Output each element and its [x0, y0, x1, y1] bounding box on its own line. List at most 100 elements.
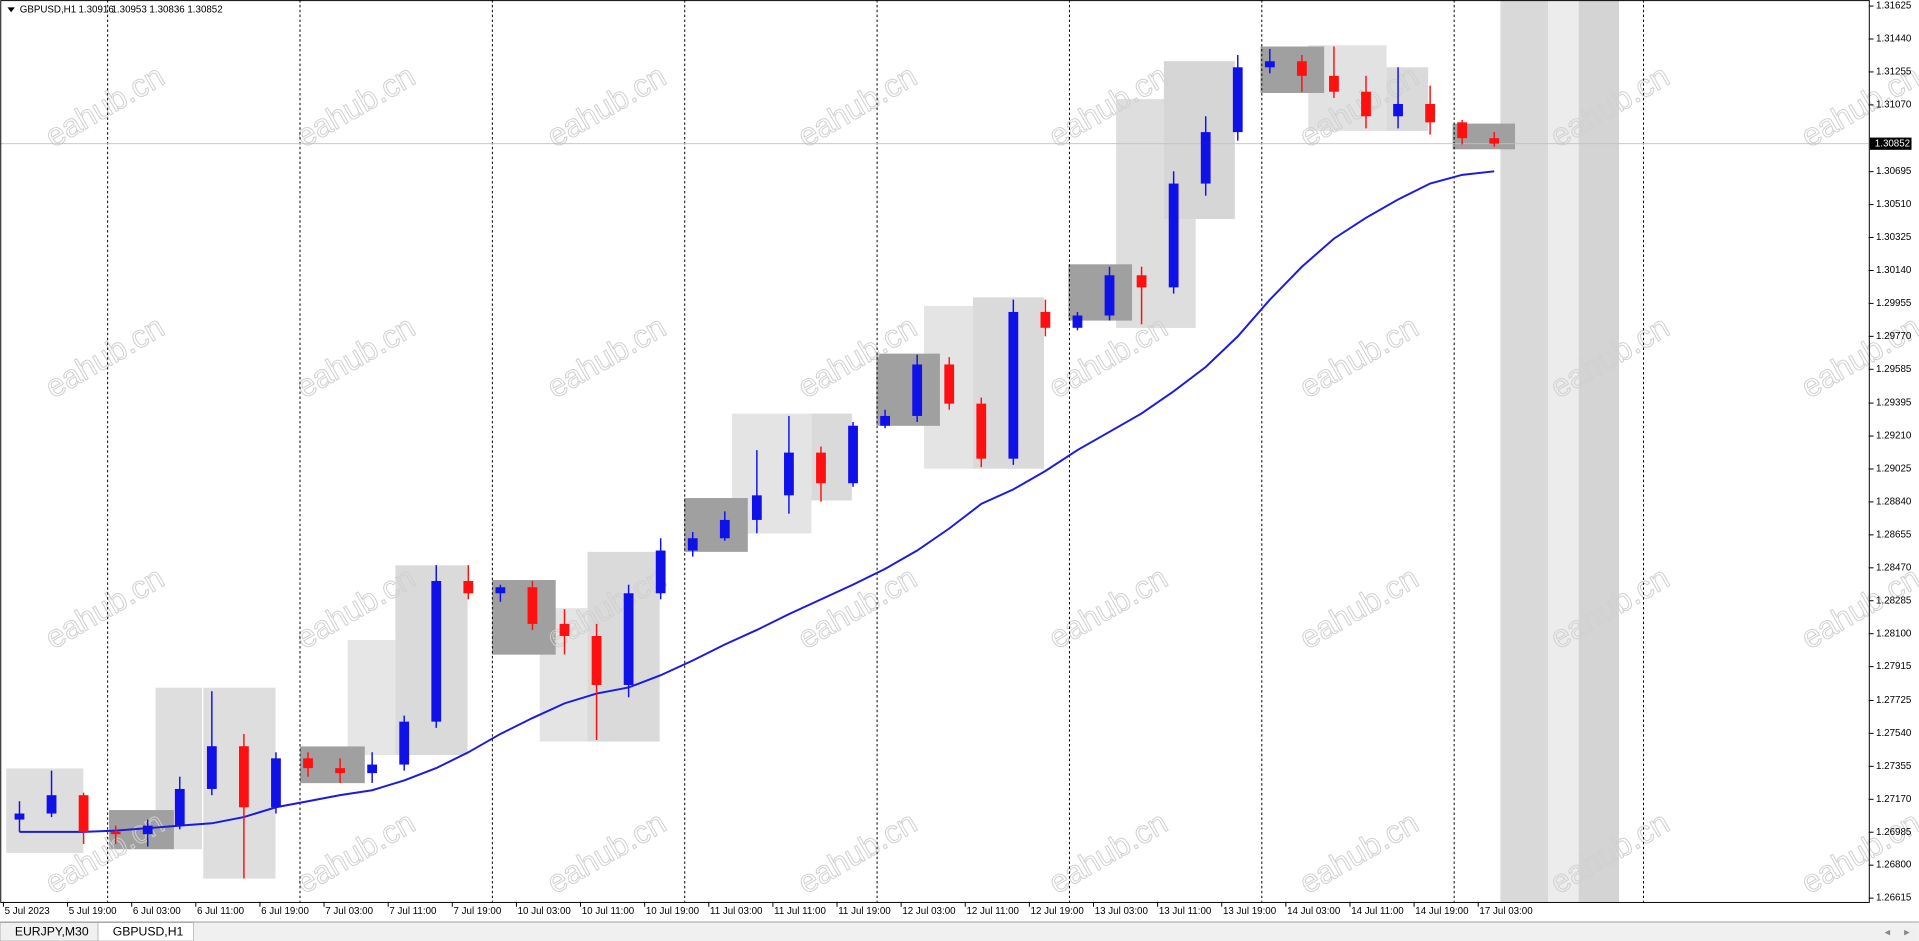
- y-tick-label: 1.28470: [1876, 562, 1912, 573]
- header-open: 1.30916: [78, 4, 113, 15]
- candle-body: [527, 587, 538, 624]
- y-tick-label: 1.27170: [1876, 794, 1912, 805]
- menu-arrow[interactable]: [7, 7, 15, 13]
- y-tick-label: 1.29025: [1876, 464, 1912, 475]
- zone: [1068, 264, 1133, 321]
- candle-body: [944, 364, 955, 404]
- candle-body: [655, 550, 666, 594]
- zone: [876, 353, 940, 426]
- candle-body: [463, 580, 474, 594]
- tab-label[interactable]: GBPUSD,H1: [113, 925, 184, 939]
- x-tick-label: 17 Jul 03:00: [1479, 906, 1533, 917]
- candle-body: [14, 813, 25, 820]
- candle-body: [110, 831, 121, 835]
- zone: [6, 768, 84, 853]
- candle-body: [687, 538, 698, 551]
- x-tick-label: 12 Jul 19:00: [1031, 906, 1085, 917]
- zone: [1500, 0, 1549, 902]
- header-close: 1.30852: [187, 4, 222, 15]
- candle-body: [591, 636, 602, 685]
- x-tick-label: 14 Jul 19:00: [1415, 906, 1469, 917]
- x-tick-label: 5 Jul 2023: [5, 906, 50, 917]
- y-tick-label: 1.26615: [1876, 893, 1912, 904]
- tab-label[interactable]: EURJPY,M30: [15, 925, 89, 939]
- candle-body: [880, 415, 890, 426]
- candle-body: [912, 364, 923, 416]
- candle-body: [399, 721, 410, 765]
- x-tick-label: 10 Jul 11:00: [582, 906, 635, 917]
- candle-body: [848, 425, 858, 484]
- y-tick-label: 1.30140: [1876, 265, 1912, 276]
- y-tick-label: 1.26800: [1876, 860, 1912, 871]
- candle-body: [239, 746, 249, 808]
- zone: [1578, 0, 1620, 902]
- candle-body: [335, 768, 345, 774]
- x-tick-label: 6 Jul 03:00: [133, 906, 181, 917]
- x-tick-label: 7 Jul 11:00: [389, 906, 437, 917]
- scroll-right[interactable]: ▸: [1904, 926, 1910, 938]
- bid-label: 1.30852: [1875, 138, 1910, 149]
- candle-body: [1008, 311, 1019, 459]
- zone: [347, 639, 396, 756]
- zone: [1386, 67, 1429, 131]
- y-tick-label: 1.31255: [1876, 67, 1912, 78]
- tab-active[interactable]: [97, 922, 194, 941]
- x-tick-label: 11 Jul 19:00: [838, 906, 891, 917]
- candle-body: [559, 623, 570, 637]
- candle-body: [1072, 315, 1083, 328]
- plot-frame: [0, 0, 1870, 903]
- candle-body: [1232, 67, 1243, 133]
- y-tick-label: 1.30510: [1876, 199, 1912, 210]
- header-low: 1.30836: [149, 4, 184, 15]
- y-tick-label: 1.30695: [1876, 166, 1912, 177]
- candle-body: [1425, 103, 1436, 123]
- zone: [1548, 0, 1579, 902]
- x-tick-label: 7 Jul 19:00: [454, 906, 502, 917]
- candle-body: [1489, 138, 1500, 144]
- y-tick-label: 1.28840: [1876, 497, 1912, 508]
- symbol: GBPUSD,H1: [20, 4, 76, 15]
- candle-body: [1264, 61, 1275, 68]
- scroll-left[interactable]: ◂: [1885, 926, 1891, 938]
- x-tick-label: 12 Jul 03:00: [902, 906, 956, 917]
- candle-body: [1329, 75, 1339, 92]
- y-tick-label: 1.29770: [1876, 331, 1912, 342]
- x-tick-label: 5 Jul 19:00: [69, 906, 117, 917]
- y-tick-label: 1.27355: [1876, 761, 1912, 772]
- candle-body: [1457, 122, 1468, 139]
- x-tick-label: 12 Jul 11:00: [966, 906, 1019, 917]
- y-tick-label: 1.28655: [1876, 529, 1912, 540]
- y-tick-label: 1.28100: [1876, 628, 1912, 639]
- x-tick-label: 14 Jul 11:00: [1351, 906, 1404, 917]
- y-tick-label: 1.31625: [1876, 1, 1912, 12]
- candle-body: [271, 758, 281, 808]
- plot: [0, 0, 1869, 902]
- y-tick-label: 1.27540: [1876, 728, 1912, 739]
- candle-body: [1104, 275, 1115, 316]
- candle-body: [719, 519, 730, 539]
- candle-body: [367, 764, 378, 774]
- candle-body: [816, 452, 826, 484]
- y-tick-label: 1.27915: [1876, 661, 1912, 672]
- tab-bar: [0, 921, 1919, 941]
- candle-body: [206, 746, 217, 789]
- y-tick-label: 1.31070: [1876, 99, 1912, 110]
- x-tick-label: 11 Jul 03:00: [710, 906, 763, 917]
- candle-body: [142, 825, 153, 835]
- x-tick-label: 6 Jul 11:00: [197, 906, 245, 917]
- x-tick-label: 10 Jul 19:00: [646, 906, 700, 917]
- x-tick-label: 14 Jul 03:00: [1287, 906, 1341, 917]
- candle-body: [976, 403, 987, 459]
- candle-body: [784, 452, 794, 496]
- candle-body: [1296, 61, 1307, 76]
- y-tick-label: 1.27725: [1876, 695, 1912, 706]
- y-tick-label: 1.29395: [1876, 398, 1912, 409]
- y-tick-label: 1.31440: [1876, 34, 1912, 45]
- candle-body: [751, 495, 762, 520]
- y-tick-label: 1.26985: [1876, 827, 1912, 838]
- candle-body: [1040, 311, 1051, 328]
- moving-average: [19, 170, 1495, 833]
- candle-body: [78, 795, 89, 832]
